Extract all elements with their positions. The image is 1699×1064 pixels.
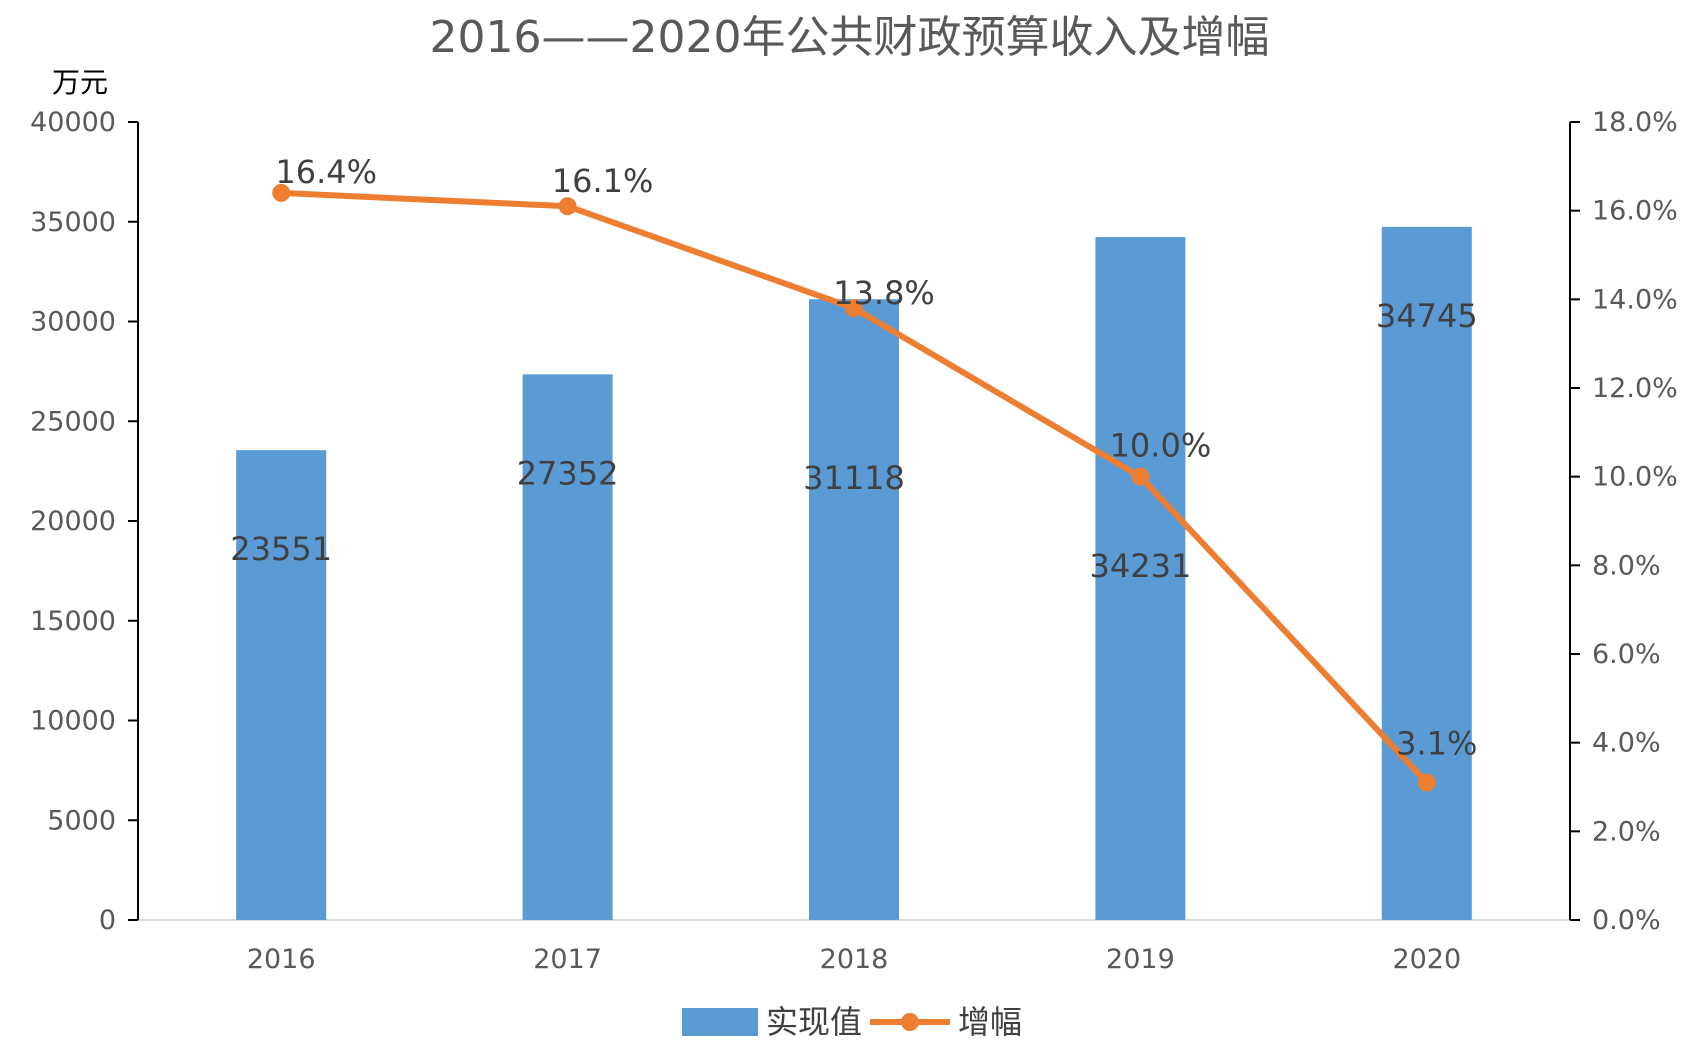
line-point [272,183,291,202]
bar-data-label: 27352 [517,454,619,492]
legend-label-line: 增幅 [958,1003,1022,1041]
line-data-label: 13.8% [833,274,935,312]
bar [809,299,899,920]
y-right-tick-label: 18.0% [1592,107,1678,138]
x-tick-label: 2020 [1392,944,1461,975]
y-right-tick-label: 14.0% [1592,284,1678,315]
y-right-tick-label: 2.0% [1592,816,1661,847]
y-right-tick-label: 16.0% [1592,196,1678,227]
bar [1095,237,1186,920]
y-left-tick-label: 10000 [30,706,116,737]
x-tick-label: 2018 [820,944,889,975]
legend-swatch-bar [682,1008,758,1036]
y-right-tick-label: 0.0% [1592,905,1661,936]
x-tick-label: 2017 [533,944,602,975]
line-point [845,299,863,318]
line-point [558,197,577,216]
line-data-label: 3.1% [1396,725,1477,763]
y-right-tick-label: 6.0% [1592,639,1661,670]
bar [236,450,327,920]
x-tick-label: 2019 [1106,944,1175,975]
bar-data-label: 34231 [1090,547,1192,585]
y-left-tick-label: 25000 [30,406,116,437]
y-right-tick-label: 4.0% [1592,728,1661,759]
bar [522,374,613,920]
y-left-tick-label: 35000 [30,207,116,238]
line-point [1417,773,1436,792]
y-axis-unit-label: 万元 [52,66,108,99]
y-left-tick-label: 5000 [47,805,116,836]
bar [1381,226,1472,920]
plot-area: 0 5000 10000 15000 20000 25000 30000 35000 40000… [30,107,1678,975]
legend-label-bar: 实现值 [766,1003,862,1041]
y-left-tick-label: 40000 [30,107,116,138]
y-left-tick-label: 15000 [30,606,116,637]
y-left-tick-label: 0 [99,905,116,936]
y-left-tick-label: 20000 [30,506,116,537]
bar-data-label: 23551 [230,530,332,568]
legend-swatch-marker [901,1013,919,1031]
line-data-label: 16.1% [552,162,654,200]
y-left-tick-label: 30000 [30,307,116,338]
line-data-label: 16.4% [275,153,377,191]
chart-title: 2016——2020年公共财政预算收入及增幅 [430,12,1270,63]
legend: 实现值 增幅 [682,1003,1022,1041]
bar-data-label: 34745 [1376,297,1478,335]
x-tick-label: 2016 [247,944,316,975]
bar-data-label: 31118 [803,459,905,497]
line-data-label: 10.0% [1110,427,1212,465]
line-point [1131,467,1150,486]
y-right-tick-label: 10.0% [1592,462,1678,493]
y-right-tick-label: 8.0% [1592,550,1661,581]
y-right-tick-label: 12.0% [1592,373,1678,404]
